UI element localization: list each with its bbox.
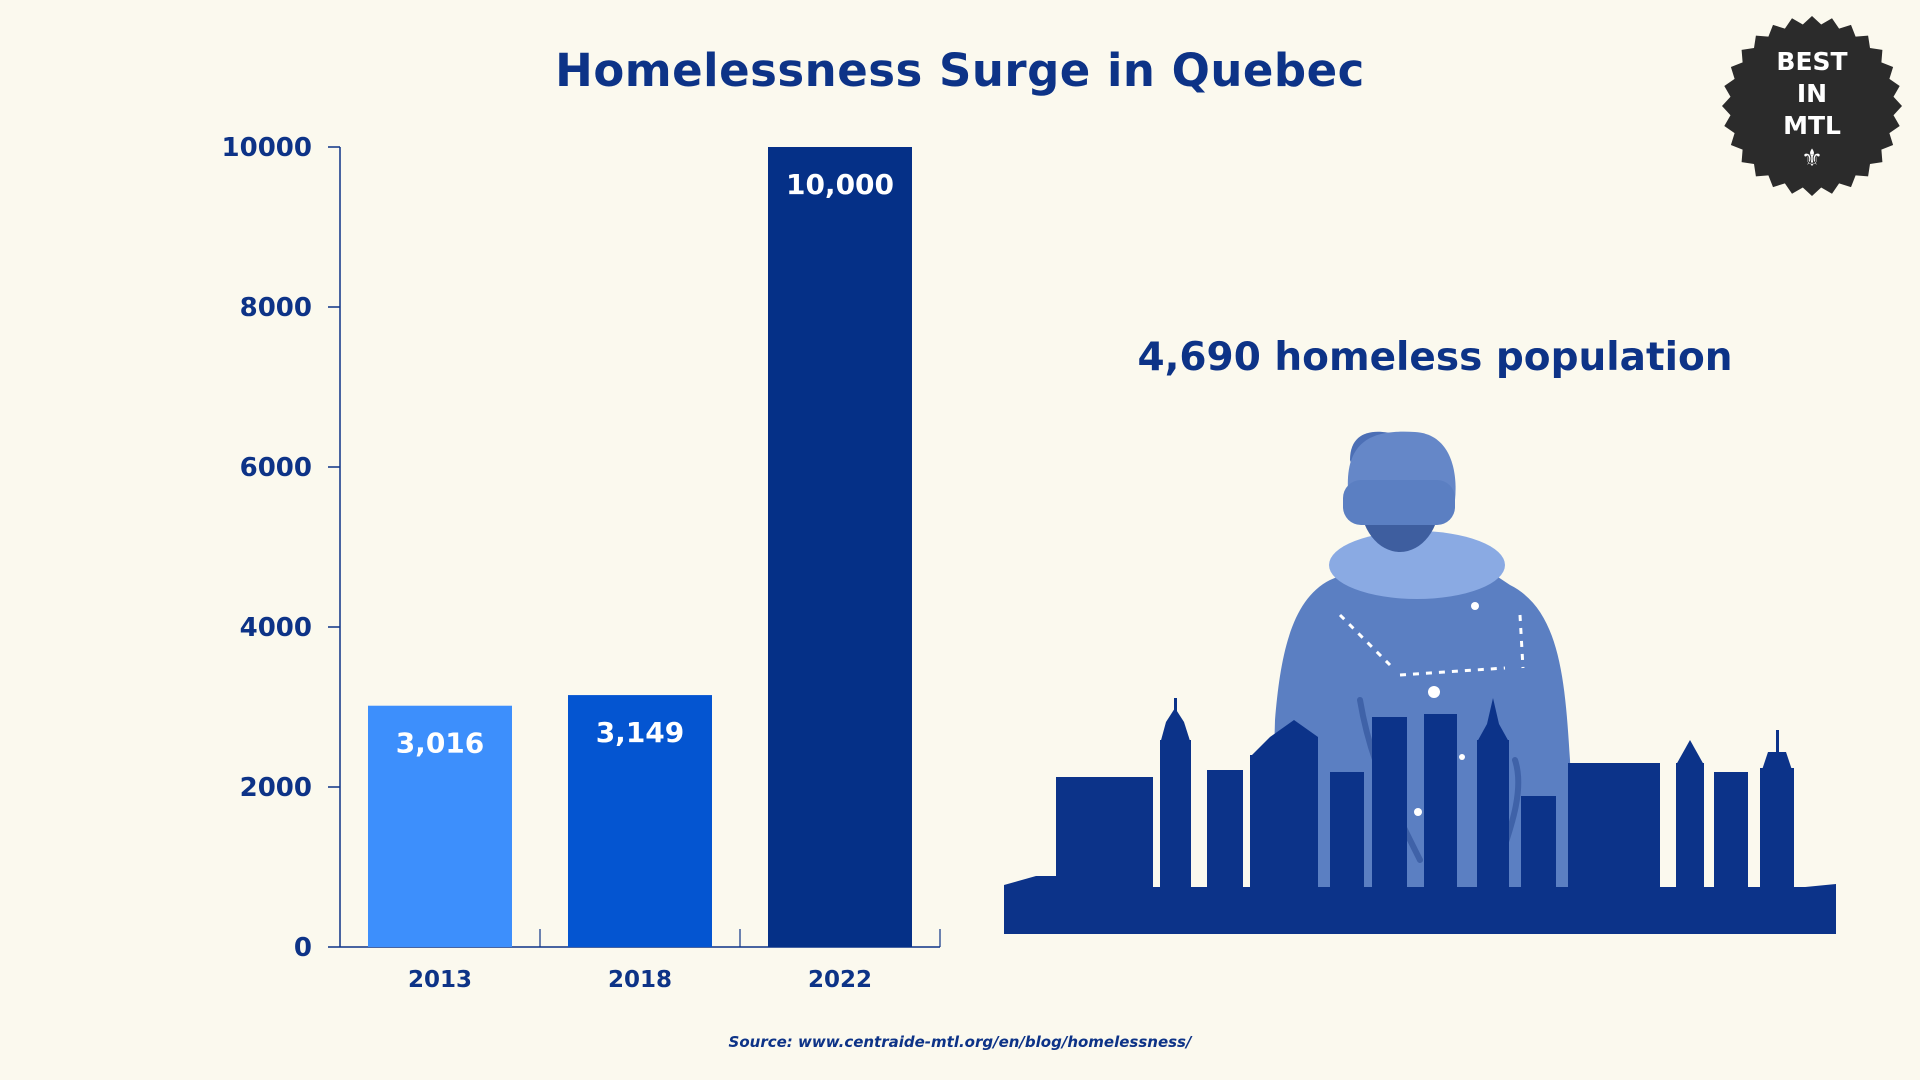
y-tick-label: 10000 bbox=[222, 133, 312, 163]
y-tick-label: 4000 bbox=[240, 613, 312, 643]
x-tick-label-2013: 2013 bbox=[408, 967, 472, 993]
homeless-population-stat: 4,690 homeless population bbox=[1137, 335, 1733, 380]
y-tick-label: 2000 bbox=[240, 773, 312, 803]
x-tick-label-2018: 2018 bbox=[608, 967, 672, 993]
data-label-2013: 3,016 bbox=[396, 727, 485, 760]
badge-line-3: MTL bbox=[1783, 111, 1841, 140]
badge-line-2: IN bbox=[1796, 79, 1828, 108]
bar-2018 bbox=[568, 695, 712, 947]
fleur-de-lis-icon: ⚜ bbox=[1801, 144, 1823, 172]
badge-line-1: BEST bbox=[1776, 47, 1848, 76]
bar-2013 bbox=[368, 705, 512, 947]
chart-title: Homelessness Surge in Quebec bbox=[555, 44, 1365, 97]
data-label-2022: 10,000 bbox=[786, 168, 894, 201]
x-tick-label-2022: 2022 bbox=[808, 967, 872, 993]
source-citation: Source: www.centraide-mtl.org/en/blog/ho… bbox=[728, 1033, 1192, 1051]
badge-seal-shape bbox=[1722, 16, 1902, 196]
y-tick-label: 6000 bbox=[240, 453, 312, 483]
best-in-mtl-badge: BEST IN MTL ⚜ bbox=[1722, 16, 1902, 196]
y-tick-label: 0 bbox=[294, 933, 312, 963]
bar-2022 bbox=[768, 147, 912, 947]
y-tick-label: 8000 bbox=[240, 293, 312, 323]
data-label-2018: 3,149 bbox=[596, 716, 685, 749]
